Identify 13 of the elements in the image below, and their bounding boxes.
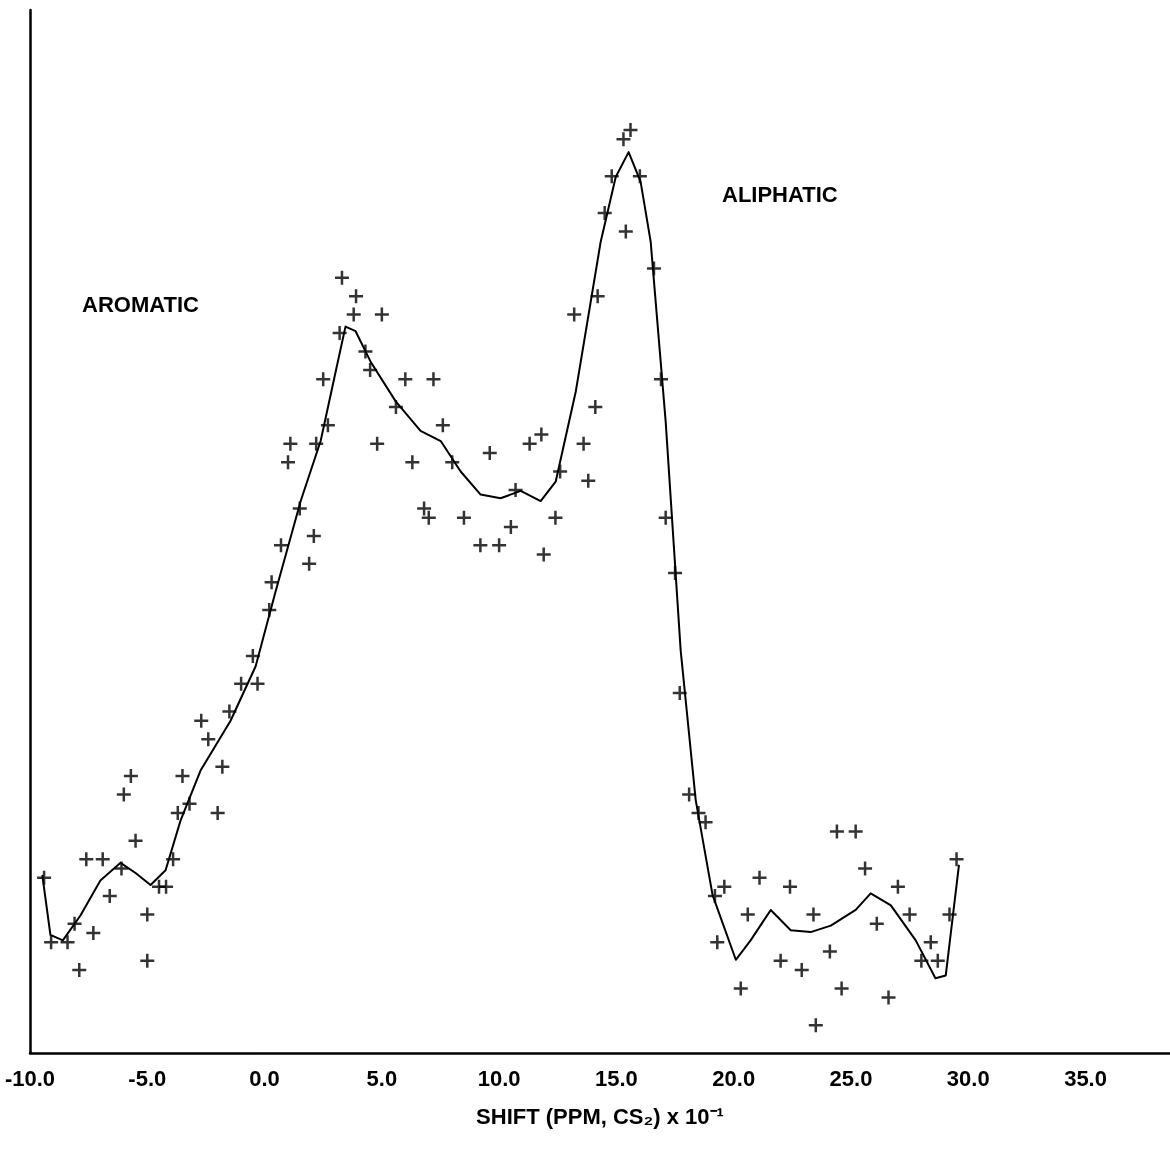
x-axis-title: SHIFT (PPM, CS₂) x 10⁻¹ [476,1103,724,1129]
x-tick-label: 30.0 [946,1065,990,1091]
x-tick-label: 15.0 [595,1065,638,1091]
x-tick-label: 10.0 [477,1065,521,1091]
x-tick-label: 5.0 [366,1065,398,1091]
x-tick-label: -10.0 [4,1065,56,1091]
annotation: AROMATIC [82,291,200,317]
x-tick-label: 25.0 [829,1065,873,1091]
x-tick-label: 20.0 [712,1065,756,1091]
annotation: ALIPHATIC [722,181,838,207]
x-tick-label: 0.0 [249,1065,280,1091]
x-tick-label: 35.0 [1064,1065,1107,1091]
x-tick-label: -5.0 [128,1065,167,1091]
